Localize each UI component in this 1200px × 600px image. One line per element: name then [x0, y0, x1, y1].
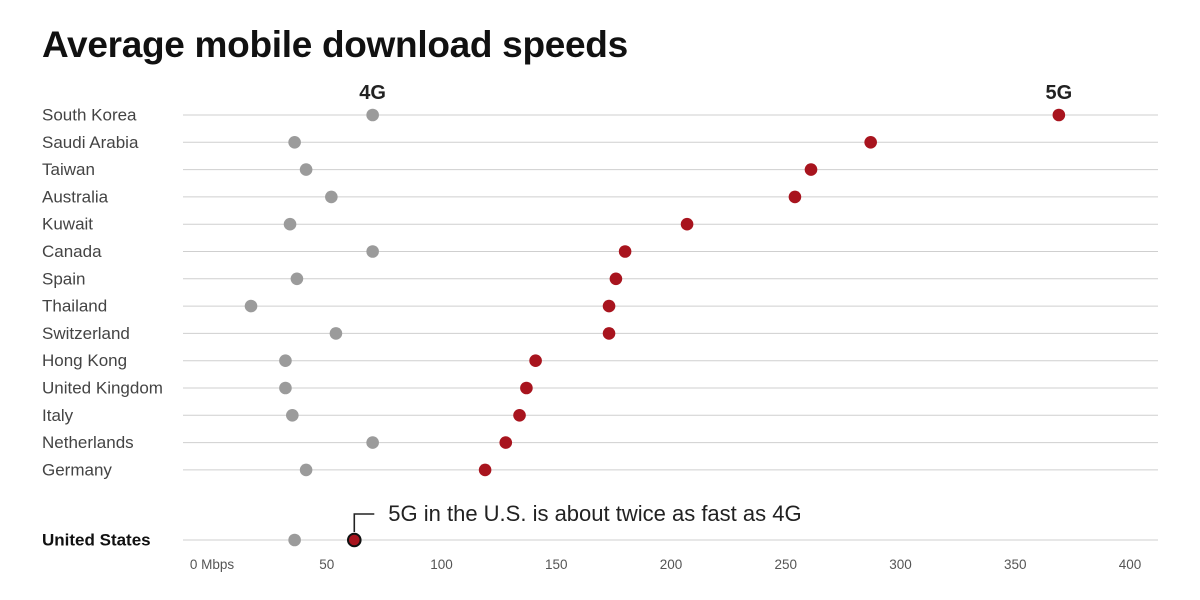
row-label-switzerland: Switzerland: [42, 324, 130, 343]
dot-4g-south-korea: [366, 108, 379, 122]
dot-5g-netherlands: [499, 436, 513, 449]
dot-4g-saudi-arabia: [288, 136, 301, 149]
dot-4g-australia: [325, 190, 338, 204]
x-tick-label-50: 50: [319, 557, 334, 572]
dot-5g-switzerland: [602, 327, 616, 340]
dot-4g-canada: [366, 245, 379, 258]
dot-5g-taiwan: [804, 163, 818, 176]
annotation-leader-line: [353, 513, 375, 532]
row-label-kuwait: Kuwait: [42, 215, 93, 234]
row-label-united-states: United States: [42, 531, 151, 550]
row-label-south-korea: South Korea: [42, 106, 137, 125]
dot-5g-south-korea: [1052, 108, 1066, 122]
x-tick-label-0: 0 Mbps: [190, 557, 235, 572]
dot-4g-italy: [286, 409, 299, 422]
row-label-thailand: Thailand: [42, 297, 107, 316]
series-label-4g: 4G: [359, 82, 386, 104]
dot-5g-germany: [478, 463, 492, 477]
row-label-australia: Australia: [42, 187, 109, 206]
dot-4g-united-kingdom: [279, 381, 292, 395]
chart-title: Average mobile download speeds: [42, 24, 628, 65]
dot-4g-spain: [290, 272, 304, 286]
row-label-saudi-arabia: Saudi Arabia: [42, 133, 139, 152]
dot-5g-thailand: [602, 299, 616, 313]
dot-4g-kuwait: [283, 217, 297, 231]
dot-5g-australia: [788, 190, 802, 204]
dot-4g-thailand: [244, 299, 258, 313]
dot-4g-hong-kong: [279, 354, 292, 368]
dot-5g-hong-kong: [529, 354, 542, 368]
row-label-netherlands: Netherlands: [42, 433, 134, 452]
row-label-germany: Germany: [42, 460, 112, 479]
dot-5g-spain: [609, 272, 623, 286]
dot-5g-canada: [618, 245, 632, 258]
x-tick-label-300: 300: [889, 557, 912, 572]
row-label-hong-kong: Hong Kong: [42, 351, 127, 370]
dot-4g-united-states: [288, 533, 301, 547]
dot-5g-united-states: [346, 532, 362, 548]
dot-4g-germany: [299, 463, 313, 477]
dot-5g-united-kingdom: [520, 381, 533, 395]
row-label-italy: Italy: [42, 406, 74, 425]
dot-4g-switzerland: [329, 327, 343, 340]
dot-5g-italy: [513, 409, 526, 422]
x-tick-label-350: 350: [1004, 557, 1027, 572]
dot-4g-taiwan: [299, 163, 313, 176]
x-tick-label-100: 100: [430, 557, 453, 572]
series-label-5g: 5G: [1046, 82, 1073, 104]
x-tick-label-400: 400: [1119, 557, 1142, 572]
row-label-spain: Spain: [42, 269, 85, 288]
dot-4g-netherlands: [366, 436, 379, 449]
x-tick-label-200: 200: [660, 557, 683, 572]
x-tick-label-250: 250: [774, 557, 797, 572]
annotation-text: 5G in the U.S. is about twice as fast as…: [388, 501, 801, 526]
row-label-taiwan: Taiwan: [42, 160, 95, 179]
dot-5g-kuwait: [680, 217, 694, 231]
row-label-united-kingdom: United Kingdom: [42, 379, 163, 398]
row-label-canada: Canada: [42, 242, 102, 261]
dot-5g-saudi-arabia: [864, 136, 877, 149]
x-tick-label-150: 150: [545, 557, 568, 572]
